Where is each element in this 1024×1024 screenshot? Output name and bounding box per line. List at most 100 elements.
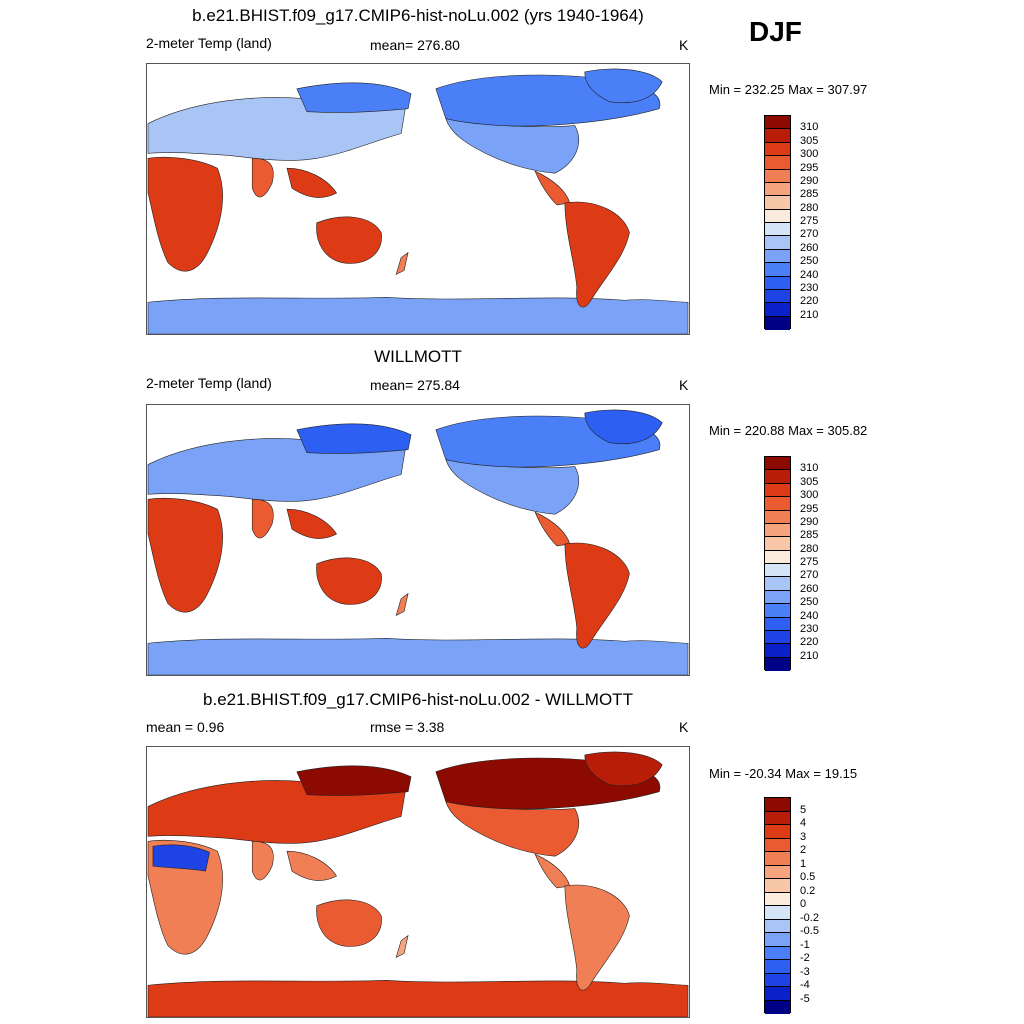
colorbar-tick-label: 2 [800,844,807,856]
panel-3-minmax: Min = -20.34 Max = 19.15 [709,766,858,781]
colorbar-box [765,537,790,551]
colorbar-box [765,116,790,130]
colorbar-box [765,470,790,484]
colorbar-tick-label: 1 [800,857,807,870]
colorbar-box [765,838,790,852]
region-india [251,499,274,539]
panel-1-variable-label: 2-meter Temp (land) [146,35,272,51]
region-africa [147,497,223,613]
colorbar-tick-label: 210 [800,308,819,321]
colorbar-box [765,223,790,237]
colorbar-box [765,129,790,143]
colorbar-box [765,289,790,304]
colorbar-tick-label: 285 [800,529,819,542]
panel-2-variable-label: 2-meter Temp (land) [146,375,272,391]
colorbar-box [765,249,790,264]
colorbar-box [765,919,790,933]
colorbar-tick-label: -0.5 [800,925,819,937]
colorbar-tick-label: 305 [800,475,819,488]
colorbar-tick-label: 275 [800,556,819,568]
colorbar-tick-label: 290 [800,515,819,528]
colorbar-box [765,263,790,277]
colorbar-box [765,564,790,578]
colorbar-tick-label: 0 [800,898,807,910]
region-south-america [564,542,630,649]
colorbar-box [765,852,790,866]
colorbar-box [765,510,790,524]
colorbar-box [765,196,790,210]
panel-1-map [146,63,690,335]
region-north-america [445,459,579,515]
region-south-america [564,201,630,308]
colorbar-box [765,577,790,591]
colorbar-tick-label: 240 [800,609,819,622]
colorbar-tick-label: 300 [800,489,819,502]
panel-2-minmax: Min = 220.88 Max = 305.82 [709,423,868,438]
colorbar-tick-label: 280 [800,542,819,555]
panel-2-map [146,404,690,676]
colorbar-box [765,523,790,538]
colorbar-box [765,142,790,157]
colorbar-box [765,946,790,960]
colorbar-box [765,316,790,330]
colorbar-tick-label: 305 [800,134,819,147]
panel-1-units-label: K [679,37,689,53]
colorbar-box [765,169,790,183]
colorbar-tick-label: 300 [800,148,819,161]
region-africa [147,156,223,272]
region-antarctica [147,296,689,334]
colorbar-box [765,906,790,920]
colorbar-tick-label: 230 [800,281,819,294]
region-australia [316,557,382,605]
colorbar-tick-label: 270 [800,569,819,582]
colorbar-box [765,892,790,906]
region-se-asia [286,167,338,198]
region-india [251,841,274,881]
colorbar-tick-label: 3 [800,830,807,843]
panel-3-colorbar [764,797,791,1014]
colorbar-tick-label: 275 [800,215,819,227]
colorbar-box [765,644,790,658]
colorbar-tick-label: 5 [800,803,807,816]
region-new-zealand [395,934,409,959]
colorbar-box [765,973,790,987]
colorbar-tick-label: 310 [800,462,819,475]
colorbar-box [765,865,790,879]
colorbar-box [765,457,790,471]
colorbar-tick-label: 250 [800,596,819,609]
colorbar-tick-label: 260 [800,582,819,595]
colorbar-box [765,879,790,893]
colorbar-box [765,811,790,825]
panel-3-mean-label: mean = 0.96 [146,719,225,735]
colorbar-tick-label: 220 [800,636,819,649]
region-greenland [584,68,663,104]
colorbar-tick-label: 4 [800,817,807,829]
region-new-zealand [395,592,409,617]
colorbar-tick-label: 285 [800,188,819,201]
region-antarctica [147,979,689,1017]
colorbar-box [765,182,790,197]
colorbar-box [765,657,790,671]
colorbar-box [765,236,790,250]
region-australia [316,216,382,264]
map-svg [147,751,689,1017]
colorbar-tick-label: 295 [800,502,819,515]
panel-3-map [146,746,690,1018]
colorbar-box [765,590,790,605]
region-siberia [296,765,412,796]
region-india [251,158,274,198]
colorbar-tick-label: 230 [800,622,819,635]
colorbar-box [765,156,790,170]
colorbar-box [765,550,790,564]
colorbar-box [765,987,790,1001]
colorbar-box [765,630,790,645]
panel-2-units-label: K [679,377,689,393]
colorbar-tick-label: 240 [800,268,819,281]
region-siberia [296,82,412,113]
colorbar-box [765,209,790,223]
colorbar-tick-label: 0.2 [800,884,816,897]
map-svg [147,68,689,334]
panel-2-mean-label: mean= 275.84 [370,377,460,393]
panel-3-rmse-label: rmse = 3.38 [370,719,445,735]
colorbar-box [765,617,790,631]
